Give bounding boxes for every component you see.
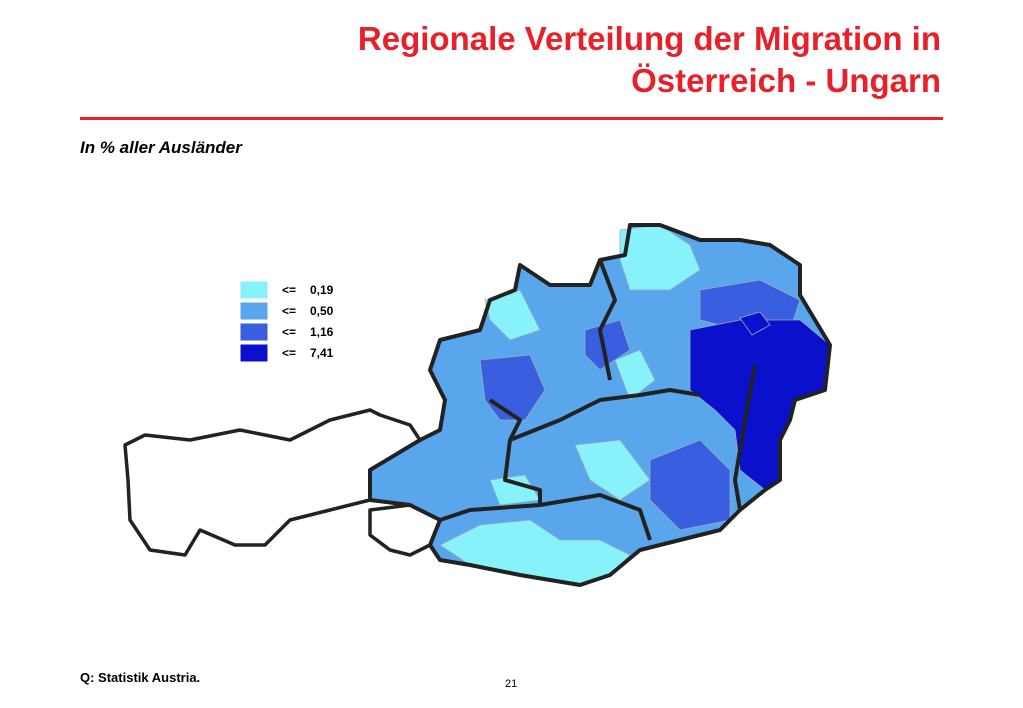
- title-line: Österreich - Ungarn: [631, 62, 941, 99]
- state-border: [598, 259, 617, 381]
- page-number: 21: [505, 678, 518, 690]
- state-border: [368, 223, 832, 587]
- legend-operator: <=: [282, 304, 296, 318]
- legend-label: 0,50: [310, 304, 334, 318]
- legend-operator: <=: [282, 325, 296, 339]
- legend-swatch: [239, 301, 269, 321]
- slide-title: Regionale Verteilung der Migration in Ös…: [358, 18, 941, 102]
- state-border: [733, 364, 757, 511]
- map-region: [574, 439, 651, 501]
- state-border: [439, 439, 542, 522]
- source-note: Q: Statistik Austria.: [80, 670, 201, 685]
- title-rule: [80, 117, 943, 120]
- state-border: [539, 493, 652, 541]
- map-region: [739, 311, 771, 336]
- state-border: [488, 388, 701, 442]
- legend-label: 0,19: [310, 283, 334, 297]
- legend-label: 1,16: [310, 325, 334, 339]
- legend-swatch: [239, 343, 269, 363]
- map-regions: [123, 224, 831, 586]
- title-line: Regionale Verteilung der Migration in: [357, 20, 941, 57]
- legend-label: 7,41: [310, 346, 334, 360]
- subtitle: In % aller Ausländer: [80, 138, 242, 157]
- map-region: [584, 319, 631, 371]
- legend-swatch: [239, 280, 269, 300]
- legend: <= 0,19 <= 0,50 <= 1,16 <= 7,41: [239, 280, 334, 363]
- legend-operator: <=: [282, 346, 296, 360]
- legend-operator: <=: [282, 283, 296, 297]
- map-region: [614, 349, 656, 401]
- legend-swatch: [239, 322, 269, 342]
